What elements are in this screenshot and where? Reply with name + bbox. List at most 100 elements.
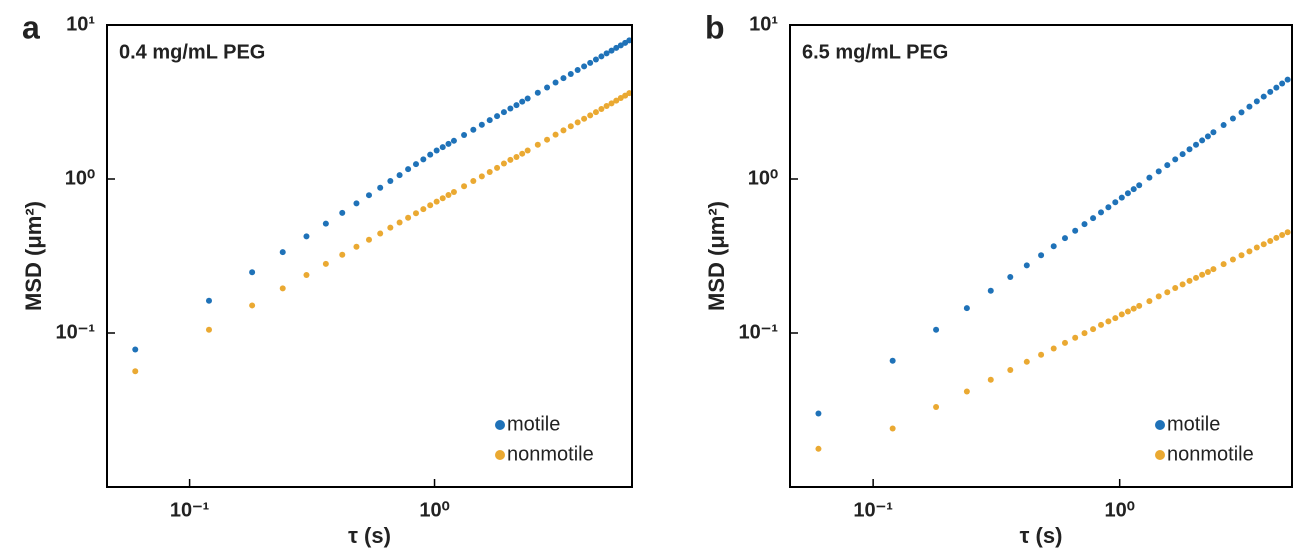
data-point bbox=[1273, 234, 1280, 241]
data-point bbox=[1253, 98, 1260, 105]
data-point bbox=[450, 188, 457, 195]
data-point bbox=[560, 127, 567, 134]
annotation: 0.4 mg/mL PEG bbox=[119, 41, 265, 63]
data-point bbox=[322, 220, 329, 227]
data-point bbox=[889, 357, 896, 364]
y-tick-label: 10¹ bbox=[749, 13, 778, 35]
data-point bbox=[1204, 268, 1211, 275]
data-point bbox=[445, 140, 452, 147]
legend-marker bbox=[495, 450, 505, 460]
y-tick-label: 10⁰ bbox=[748, 167, 778, 189]
data-point bbox=[608, 47, 615, 54]
data-point bbox=[513, 153, 520, 160]
data-point bbox=[598, 105, 605, 112]
data-point bbox=[626, 90, 633, 97]
data-point bbox=[303, 233, 310, 240]
data-point bbox=[1118, 194, 1125, 201]
data-point bbox=[1155, 168, 1162, 175]
y-axis-label: MSD (μm²) bbox=[21, 201, 46, 311]
data-point bbox=[581, 115, 588, 122]
panel-label: a bbox=[22, 9, 40, 45]
data-point bbox=[963, 305, 970, 312]
data-point bbox=[387, 178, 394, 185]
data-point bbox=[322, 260, 329, 267]
legend-label: motile bbox=[507, 413, 560, 435]
data-point bbox=[552, 79, 559, 86]
data-point bbox=[1112, 315, 1119, 322]
data-point bbox=[1284, 76, 1291, 83]
data-point bbox=[478, 121, 485, 128]
data-point bbox=[1172, 284, 1179, 291]
data-point bbox=[613, 97, 620, 104]
data-point bbox=[500, 160, 507, 167]
data-point bbox=[1124, 308, 1131, 315]
data-point bbox=[1061, 235, 1068, 242]
data-point bbox=[534, 89, 541, 96]
data-point bbox=[450, 137, 457, 144]
data-point bbox=[1050, 243, 1057, 250]
data-point bbox=[1098, 321, 1105, 328]
data-point bbox=[933, 326, 940, 333]
data-point bbox=[1186, 146, 1193, 153]
data-point bbox=[279, 249, 286, 256]
data-point bbox=[1246, 103, 1253, 110]
data-point bbox=[339, 209, 346, 216]
data-point bbox=[1038, 351, 1045, 358]
data-point bbox=[1193, 274, 1200, 281]
data-point bbox=[1007, 367, 1014, 374]
data-point bbox=[478, 173, 485, 180]
data-point bbox=[519, 98, 526, 105]
data-point bbox=[1246, 248, 1253, 255]
y-tick-label: 10¹ bbox=[66, 13, 95, 35]
x-tick-label: 10⁰ bbox=[1105, 499, 1135, 521]
data-point bbox=[1220, 122, 1227, 129]
data-point bbox=[420, 206, 427, 213]
data-point bbox=[365, 192, 372, 199]
plot-frame bbox=[106, 24, 633, 488]
data-point bbox=[544, 136, 551, 143]
data-point bbox=[1164, 289, 1171, 296]
panel-label: b bbox=[705, 9, 725, 45]
data-point bbox=[486, 117, 493, 124]
data-point bbox=[534, 141, 541, 148]
data-point bbox=[412, 210, 419, 217]
data-point bbox=[396, 172, 403, 179]
data-point bbox=[544, 84, 551, 91]
data-point bbox=[587, 112, 594, 119]
data-point bbox=[132, 346, 139, 353]
data-point bbox=[574, 67, 581, 74]
data-point bbox=[587, 59, 594, 66]
data-point bbox=[353, 200, 360, 207]
data-point bbox=[1279, 80, 1286, 87]
data-point bbox=[470, 126, 477, 133]
data-point bbox=[1130, 305, 1137, 312]
data-point bbox=[513, 102, 520, 109]
data-point bbox=[1061, 339, 1068, 346]
data-point bbox=[574, 119, 581, 126]
legend-marker bbox=[1155, 450, 1165, 460]
annotation: 6.5 mg/mL PEG bbox=[802, 41, 948, 63]
data-point bbox=[560, 75, 567, 82]
data-point bbox=[1081, 221, 1088, 228]
data-point bbox=[1146, 298, 1153, 305]
data-point bbox=[427, 202, 434, 209]
data-point bbox=[1118, 311, 1125, 318]
x-tick-label: 10⁻¹ bbox=[853, 499, 893, 521]
data-point bbox=[1023, 358, 1030, 365]
x-axis-label: τ (s) bbox=[348, 523, 391, 548]
data-point bbox=[1155, 293, 1162, 300]
data-point bbox=[1284, 229, 1291, 236]
data-point bbox=[1260, 241, 1267, 248]
data-point bbox=[592, 109, 599, 116]
data-point bbox=[1210, 129, 1217, 136]
data-point bbox=[205, 326, 212, 333]
legend-label: nonmotile bbox=[507, 443, 594, 465]
data-point bbox=[507, 156, 514, 163]
data-point bbox=[353, 243, 360, 250]
legend-marker bbox=[495, 420, 505, 430]
data-point bbox=[608, 100, 615, 107]
legend-label: nonmotile bbox=[1167, 443, 1254, 465]
legend-marker bbox=[1155, 420, 1165, 430]
data-point bbox=[1090, 215, 1097, 222]
y-tick-label: 10⁻¹ bbox=[56, 321, 96, 343]
